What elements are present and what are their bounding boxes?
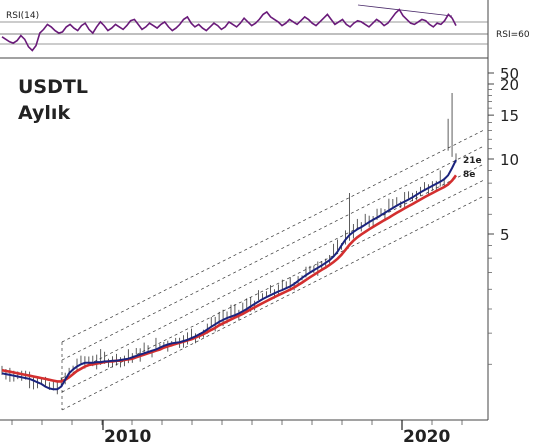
chart-subtitle: Aylık [18,102,70,124]
rsi-reference-label: RSI=60 [496,30,530,40]
x-tick-label: 2020 [403,427,450,445]
series-label-8e: 8e [463,170,475,180]
trend-channel [61,129,485,411]
rsi-panel: RSI(14) RSI=60 [0,0,530,59]
channel-line-mid [61,163,485,379]
ma-line-21e [1,159,457,391]
series-label-21e: 21e [463,156,482,166]
channel-line-top [61,129,485,343]
y-tick-label: 15 [500,107,519,125]
rsi-series-group [1,8,457,52]
x-tick-label: 2010 [104,427,151,445]
channel-line-bottom [61,195,485,411]
y-tick-label: 10 [500,151,519,169]
price-bars [1,93,457,395]
y-tick-label: 50 [500,65,519,83]
rsi-divergence-line [357,4,453,17]
moving-average-series [1,159,458,391]
y-tick-label: 5 [500,226,510,244]
ma-line-8e [1,174,458,383]
channel-line-upper [61,145,485,361]
chart-title: USDTL [18,76,88,98]
x-axis-ticks: 2010 2020 [11,420,463,445]
y-tick-label: 20 [500,76,519,94]
rsi-line [1,8,457,52]
rsi-label: RSI(14) [6,11,39,21]
